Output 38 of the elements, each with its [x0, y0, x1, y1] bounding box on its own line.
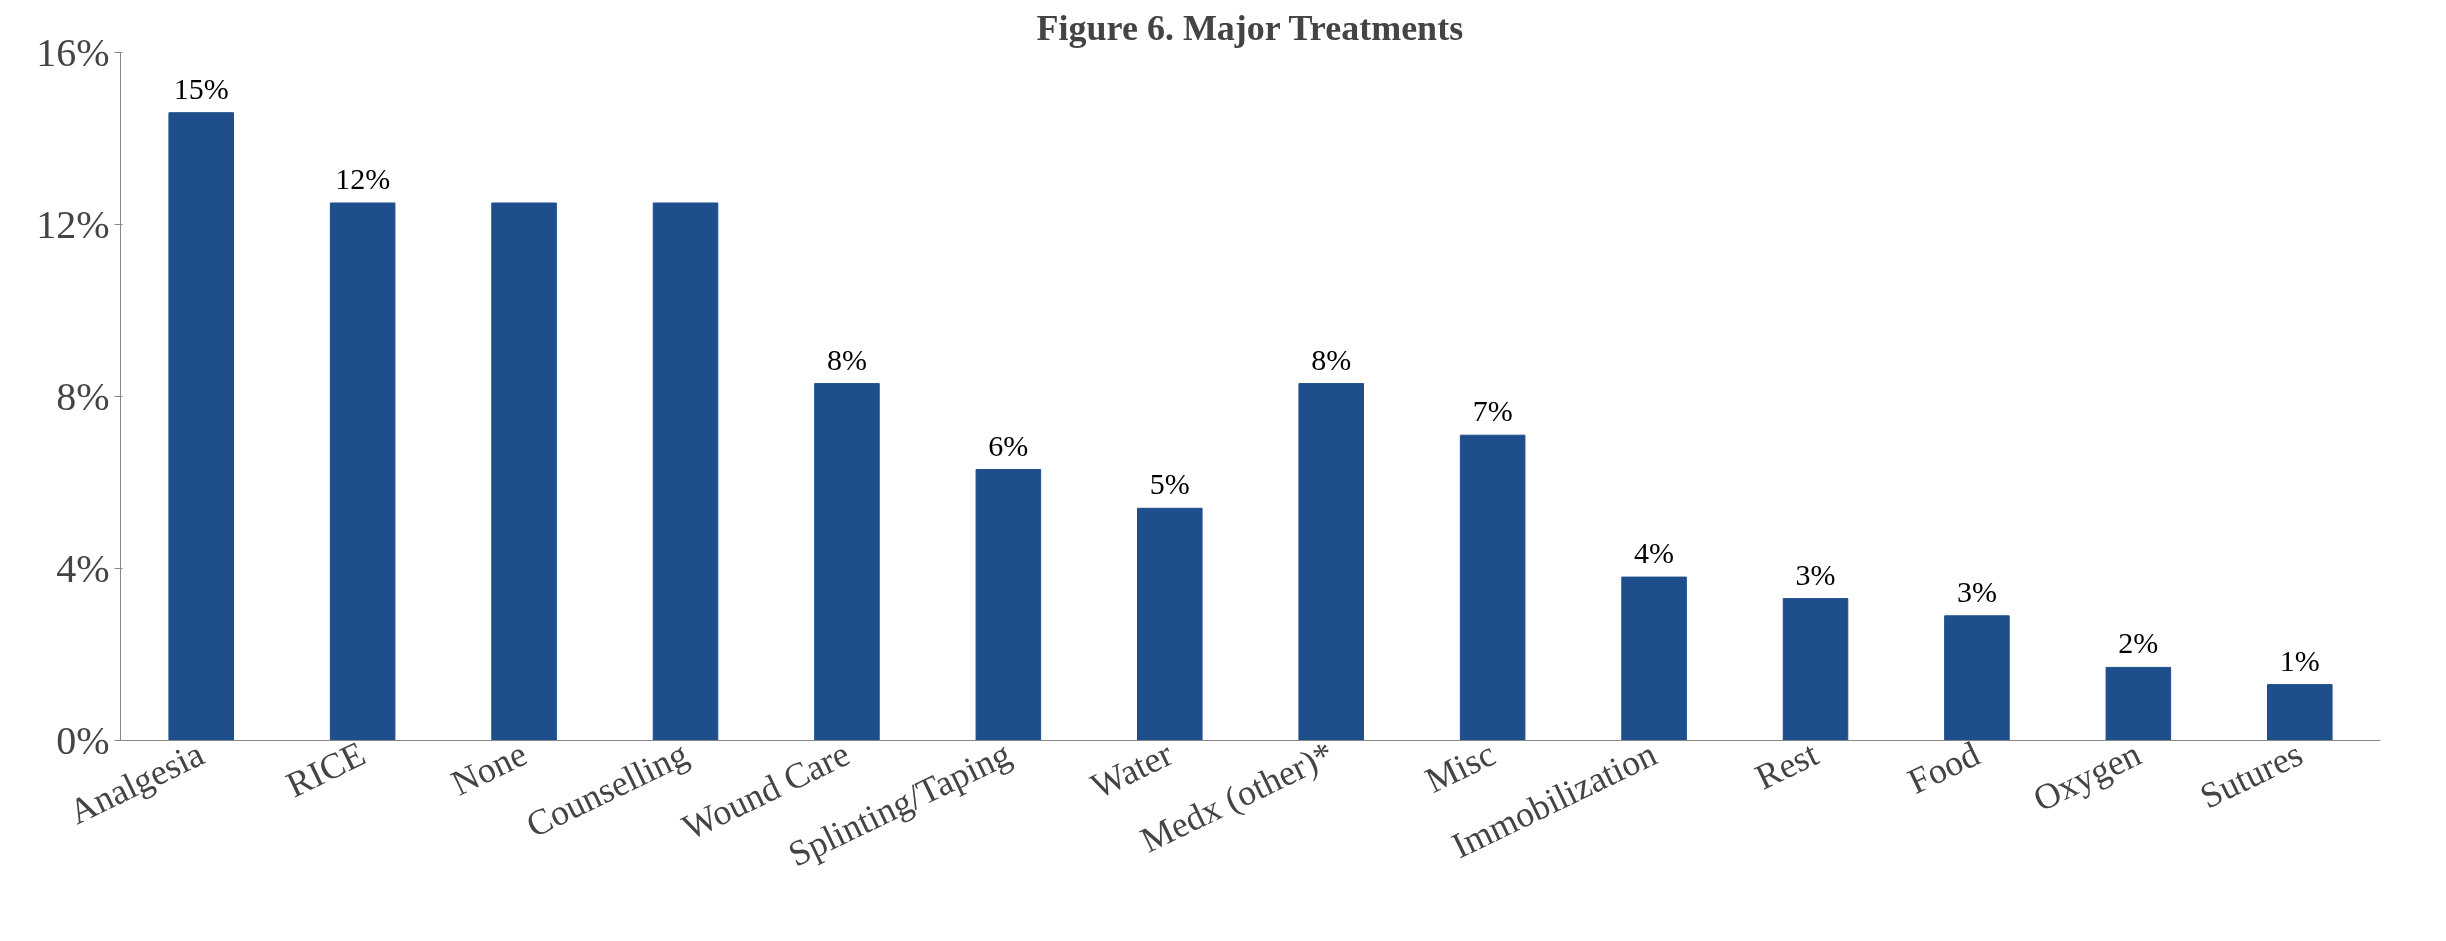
- chart-title: Figure 6. Major Treatments: [1036, 7, 1464, 48]
- data-label: 7%: [1472, 394, 1513, 428]
- x-tick-label: Rest: [1749, 733, 1825, 798]
- x-tick-label: RICE: [280, 733, 372, 806]
- bar: [652, 202, 719, 741]
- y-tick-label: 12%: [36, 202, 110, 247]
- bar: [1298, 383, 1364, 741]
- x-tick-label: None: [445, 733, 533, 804]
- x-tick-label: Oxygen: [2027, 733, 2148, 820]
- bar: [168, 112, 234, 741]
- data-label: 3%: [1956, 574, 1997, 608]
- x-tick-label: Sutures: [2193, 733, 2309, 817]
- data-label: 8%: [1311, 342, 1352, 376]
- x-tick-label: Food: [1901, 733, 1986, 802]
- y-tick-label: 8%: [56, 374, 110, 419]
- bar: [2105, 666, 2172, 741]
- bar: [491, 202, 557, 741]
- y-tick-label: 16%: [36, 30, 110, 75]
- y-tick-label: 4%: [56, 546, 110, 591]
- data-label: 5%: [1149, 467, 1190, 501]
- bar: [1137, 507, 1203, 741]
- data-label: 6%: [988, 428, 1029, 462]
- bar: [329, 202, 396, 741]
- data-label: 3%: [1795, 557, 1836, 591]
- bar: [814, 383, 880, 741]
- x-tick-label: Water: [1084, 733, 1179, 807]
- bar: [975, 469, 1042, 741]
- data-label: 12%: [335, 162, 391, 195]
- data-label: 1%: [2279, 643, 2320, 677]
- bar: [1621, 576, 1687, 741]
- data-label: 2%: [2118, 626, 2159, 660]
- bar: [2267, 684, 2333, 741]
- bar: [1944, 615, 2010, 741]
- data-label: 8%: [826, 342, 867, 376]
- bar: [1459, 434, 1526, 741]
- data-label: 15%: [173, 71, 229, 105]
- bar: [1782, 598, 1849, 741]
- data-label: 4%: [1634, 536, 1675, 570]
